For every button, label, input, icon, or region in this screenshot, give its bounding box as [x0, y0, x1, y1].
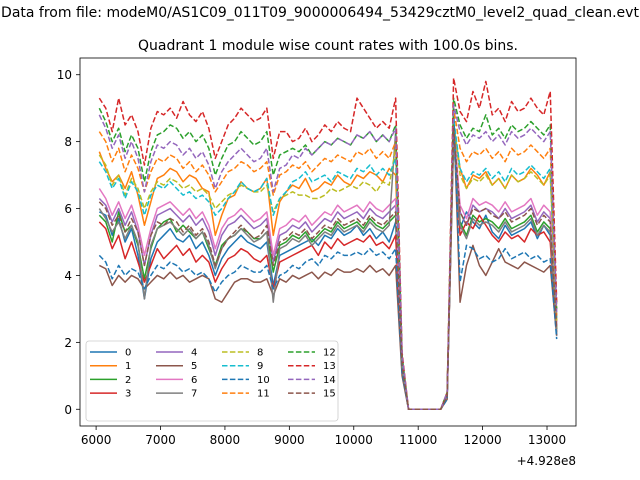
series-line-9 — [98, 117, 558, 411]
legend-label-2: 2 — [125, 375, 131, 386]
y-tick-label-4: 4 — [64, 269, 72, 283]
legend-label-4: 4 — [191, 348, 197, 359]
legend-label-14: 14 — [323, 375, 336, 386]
series-line-14 — [98, 104, 558, 411]
series-line-11 — [98, 107, 558, 411]
legend-label-9: 9 — [257, 361, 263, 372]
legend-label-11: 11 — [257, 389, 270, 400]
x-tick-label-9000: 9000 — [274, 433, 305, 447]
series-line-7 — [98, 130, 558, 411]
y-tick-label-2: 2 — [64, 336, 72, 350]
series-line-2 — [98, 127, 558, 411]
y-tick-label-6: 6 — [64, 202, 72, 216]
x-tick-label-8000: 8000 — [210, 433, 241, 447]
x-tick-label-6000: 6000 — [81, 433, 112, 447]
x-tick-label-10000: 10000 — [335, 433, 373, 447]
y-tick-label-0: 0 — [64, 403, 72, 417]
x-tick-label-13000: 13000 — [528, 433, 566, 447]
series-layer — [98, 77, 558, 411]
series-line-6 — [98, 120, 558, 411]
chart-title: Quadrant 1 module wise count rates with … — [138, 38, 518, 54]
legend-box — [85, 340, 339, 422]
legend-label-0: 0 — [125, 348, 131, 359]
series-line-15 — [98, 127, 558, 411]
series-line-5 — [98, 114, 558, 411]
series-line-13 — [98, 77, 558, 411]
x-tick-label-12000: 12000 — [464, 433, 502, 447]
legend-label-15: 15 — [323, 389, 336, 400]
legend-label-3: 3 — [125, 389, 131, 400]
x-tick-label-11000: 11000 — [399, 433, 437, 447]
figure-suptitle: Data from file: modeM0/AS1C09_011T09_900… — [1, 5, 639, 21]
x-tick-label-7000: 7000 — [145, 433, 176, 447]
series-line-10 — [98, 110, 558, 411]
x-offset-text: +4.928e8 — [517, 454, 576, 468]
series-line-1 — [98, 124, 558, 411]
x-axis: 6000 7000 8000 9000 10000 11000 12000 13000 — [81, 426, 566, 447]
legend-label-12: 12 — [323, 348, 336, 359]
series-line-3 — [98, 134, 558, 411]
y-axis: 0 2 4 6 8 10 — [57, 68, 80, 417]
series-line-0 — [98, 130, 558, 411]
legend-label-6: 6 — [191, 375, 197, 386]
y-tick-label-10: 10 — [57, 68, 72, 82]
legend-label-5: 5 — [191, 361, 197, 372]
legend-label-8: 8 — [257, 348, 263, 359]
legend-label-13: 13 — [323, 361, 336, 372]
legend-label-7: 7 — [191, 389, 197, 400]
y-tick-label-8: 8 — [64, 135, 72, 149]
plot-frame — [79, 57, 577, 427]
series-line-4 — [98, 124, 558, 411]
legend-label-10: 10 — [257, 375, 270, 386]
legend-label-1: 1 — [125, 361, 131, 372]
series-line-8 — [98, 120, 558, 411]
